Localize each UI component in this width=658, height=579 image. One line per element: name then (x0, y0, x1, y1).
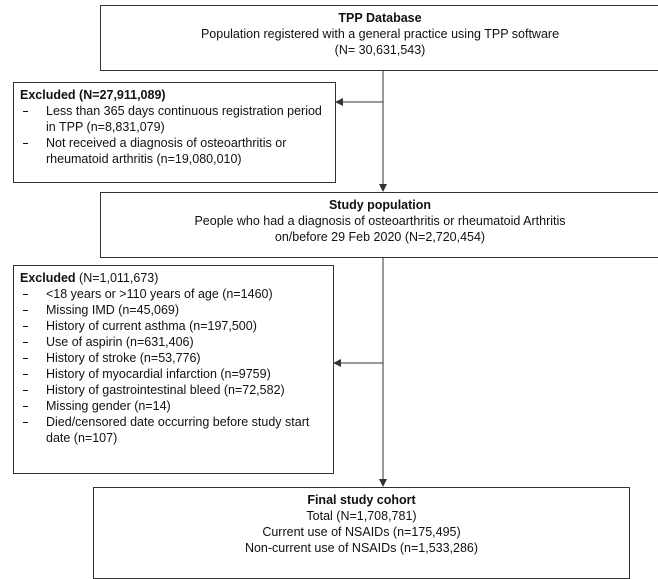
list-item: History of gastrointestinal bleed (n=72,… (20, 382, 327, 398)
node-line: (N= 30,631,543) (334, 43, 426, 57)
item-text: Not received a diagnosis of osteoarthrit… (46, 136, 287, 166)
item-text: History of myocardial infarction (n=9759… (46, 367, 271, 381)
node-line: Total (N=1,708,781) (306, 509, 417, 523)
item-text: History of current asthma (n=197,500) (46, 319, 257, 333)
bullet (23, 326, 28, 327)
list-item: History of current asthma (n=197,500) (20, 318, 327, 334)
bullet (23, 390, 28, 391)
node: Excluded (N=27,911,089) Less than 365 day… (13, 82, 336, 183)
bullet (23, 143, 28, 144)
list-item: History of myocardial infarction (n=9759… (20, 366, 327, 382)
item-list: <18 years or >110 years of age (n=1460) M… (20, 286, 327, 446)
item-text: <18 years or >110 years of age (n=1460) (46, 287, 273, 301)
list-item: Use of aspirin (n=631,406) (20, 334, 327, 350)
bullet (23, 374, 28, 375)
list-item: Died/censored date occurring before stud… (20, 414, 327, 446)
list-item: Missing gender (n=14) (20, 398, 327, 414)
node-line: People who had a diagnosis of osteoarthr… (194, 214, 566, 228)
list-item: Not received a diagnosis of osteoarthrit… (20, 135, 329, 167)
node-title: TPP Database (338, 11, 422, 25)
bullet (23, 422, 28, 423)
bullet (23, 358, 28, 359)
item-text: Less than 365 days continuous registrati… (46, 104, 322, 134)
bullet (23, 111, 28, 112)
list-item: <18 years or >110 years of age (n=1460) (20, 286, 327, 302)
node-line: Population registered with a general pra… (200, 27, 560, 41)
node-heading: TPP Database (101, 10, 658, 26)
item-text: Use of aspirin (n=631,406) (46, 335, 194, 349)
node-heading: Final study cohort (94, 492, 629, 508)
bullet (23, 310, 28, 311)
node: TPP Database Population registered with a… (100, 5, 658, 71)
node-title: Final study cohort (307, 493, 416, 507)
node-heading: Excluded (N=1,011,673) (20, 270, 327, 286)
item-list: Less than 365 days continuous registrati… (20, 103, 329, 167)
node: Study population People who had a diagnos… (100, 192, 658, 258)
item-text: History of stroke (n=53,776) (46, 351, 201, 365)
bullet (23, 406, 28, 407)
node-line: on/before 29 Feb 2020 (N=2,720,454) (274, 230, 486, 244)
node-heading: Excluded (N=27,911,089) (20, 87, 329, 103)
node: Final study cohort Total (N=1,708,781) Cur… (93, 487, 630, 579)
node-title: Study population (328, 198, 432, 212)
node-line: Current use of NSAIDs (n=175,495) (262, 525, 461, 539)
node-title: Excluded (N=27,911,089) (20, 88, 166, 102)
node-line: Non-current use of NSAIDs (n=1,533,286) (244, 541, 479, 555)
node-heading: Study population (101, 197, 658, 213)
list-item: History of stroke (n=53,776) (20, 350, 327, 366)
item-text: Died/censored date occurring before stud… (46, 415, 310, 445)
bullet (23, 294, 28, 295)
node-title: Excluded (20, 271, 76, 285)
item-text: Missing IMD (n=45,069) (46, 303, 180, 317)
item-text: History of gastrointestinal bleed (n=72,… (46, 383, 285, 397)
node: Excluded (N=1,011,673) <18 years or >110 … (13, 265, 334, 474)
list-item: Less than 365 days continuous registrati… (20, 103, 329, 135)
item-text: Missing gender (n=14) (46, 399, 171, 413)
bullet (23, 342, 28, 343)
node-count: (N=1,011,673) (75, 271, 159, 285)
list-item: Missing IMD (n=45,069) (20, 302, 327, 318)
